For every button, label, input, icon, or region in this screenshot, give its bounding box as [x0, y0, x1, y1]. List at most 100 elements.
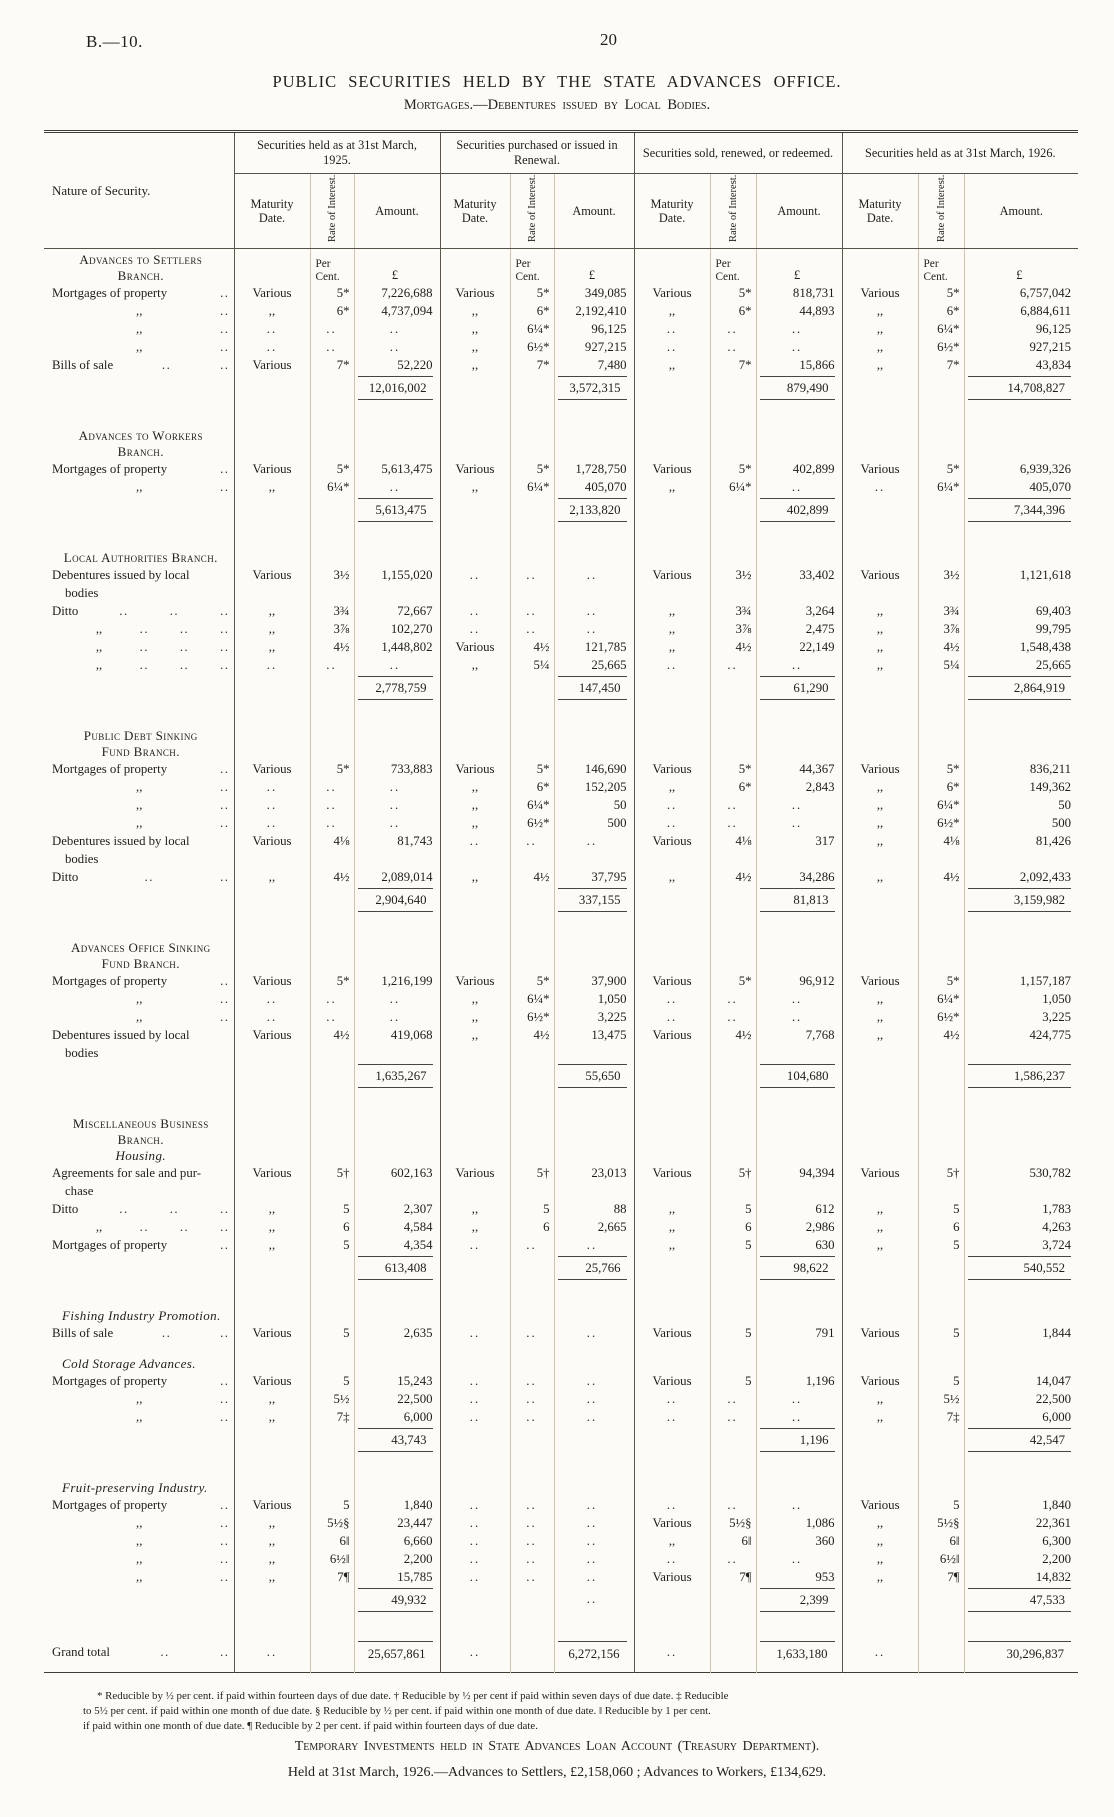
- rate-cell: ..: [309, 796, 354, 814]
- nature-label: [52, 990, 65, 1008]
- amount-cell: 1,548,438: [963, 638, 1079, 656]
- amount-cell: 3,225: [553, 1008, 635, 1026]
- amount-cell: 81,813: [755, 886, 843, 926]
- maturity-cell: ,,: [233, 478, 310, 496]
- amount-cell: [353, 1113, 440, 1164]
- rate-cell: 6‖: [917, 1532, 965, 1550]
- rate-cell: [509, 1254, 554, 1294]
- nature-cell: ,,..: [44, 338, 234, 356]
- amount-cell: [755, 937, 843, 972]
- maturity-cell: [233, 886, 310, 926]
- nature-cell: Mortgages of property..: [44, 972, 234, 990]
- maturity-cell: ,,: [633, 1200, 711, 1218]
- spacer-cell: [633, 1626, 711, 1637]
- rate-cell: 5*: [917, 460, 965, 478]
- rotated-rate-label: Rate of Interest.: [935, 174, 947, 242]
- rotated-rate-label: Rate of Interest.: [727, 174, 739, 242]
- rate-cell: 5*: [917, 760, 965, 778]
- rate-cell: [709, 937, 757, 972]
- amount-cell: 33,402: [755, 566, 843, 602]
- maturity-cell: Various: [841, 1164, 919, 1200]
- per-cent-unit-label: Per Cent.: [715, 258, 740, 283]
- table-row: ,,......,, 6 4,584,, 6 2,665,, 6 2,986,, 6 4,263: [44, 1218, 1079, 1236]
- amount-cell: 44,893: [755, 302, 843, 320]
- rate-cell: 7¶: [917, 1568, 965, 1586]
- spacer-cell: [553, 1626, 635, 1637]
- amount-cell: 98,622: [755, 1254, 843, 1294]
- section-spacer-row: [44, 1626, 1079, 1637]
- rate-cell: [709, 1426, 757, 1466]
- section-heading-row: Miscellaneous Business Branch. Housing.: [44, 1113, 1079, 1164]
- per-cent-unit-label: Per Cent.: [923, 258, 948, 283]
- rate-cell: ..: [509, 1514, 554, 1532]
- nature-cell: ,,......: [44, 656, 234, 674]
- spacer-cell: [709, 1342, 757, 1353]
- rate-cell: 4½: [917, 1026, 965, 1062]
- amount-cell: [755, 1305, 843, 1324]
- spacer-cell: [633, 1102, 711, 1113]
- spacer-cell: [963, 1626, 1079, 1637]
- maturity-cell: Various: [233, 972, 310, 990]
- table-section: Public Debt Sinking Fund Branch. Mortgages…: [44, 725, 1079, 937]
- subtotal-amount: 540,552: [967, 1256, 1072, 1280]
- maturity-cell: Various: [841, 760, 919, 778]
- table-row: ,,..,, 6½‖ 2,200............,, 6½‖ 2,200: [44, 1550, 1079, 1568]
- rate-cell: [709, 1586, 757, 1626]
- rate-cell: ..: [509, 1324, 554, 1342]
- table-row: Debentures issued by local bodies Various…: [44, 1026, 1079, 1062]
- rate-cell: 5: [917, 1324, 965, 1342]
- amount-cell: ..: [553, 620, 635, 638]
- nature-label: Ditto: [52, 870, 79, 884]
- maturity-cell: ,,: [841, 638, 919, 656]
- grand-total-amount: 30,296,837: [967, 1641, 1072, 1663]
- amount-cell: [553, 1113, 635, 1164]
- rate-cell: ..: [709, 338, 757, 356]
- maturity-cell: [841, 547, 919, 566]
- rate-cell: 6*: [309, 302, 354, 320]
- rate-cell: 6¼*: [709, 478, 757, 496]
- amount-cell: [963, 1353, 1079, 1372]
- spacer-cell: [709, 1294, 757, 1305]
- amount-cell: ..: [553, 832, 635, 868]
- maturity-cell: ..: [439, 1372, 510, 1390]
- amount-cell: [553, 1477, 635, 1496]
- rate-cell: 7*: [309, 356, 354, 374]
- amount-cell: 879,490: [755, 374, 843, 414]
- rate-cell: ..: [309, 778, 354, 796]
- maturity-cell: [233, 1586, 310, 1626]
- spacer-cell: [709, 926, 757, 937]
- nature-label: [52, 478, 65, 496]
- maturity-cell: [633, 1305, 711, 1324]
- spacer-cell: [841, 714, 919, 725]
- leader-dots: ..: [139, 622, 150, 636]
- spacer-cell: [353, 1294, 440, 1305]
- amount-cell: ..: [755, 1550, 843, 1568]
- amount-cell: 104,680: [755, 1062, 843, 1102]
- nature-label: Bills of sale: [52, 1326, 114, 1340]
- nature-label: Ditto: [52, 1202, 79, 1216]
- maturity-cell: ,,: [439, 1200, 510, 1218]
- spacer-cell: [917, 926, 965, 937]
- amount-cell: 1,635,267: [353, 1062, 440, 1102]
- column-group-header: Securities held as at 31st March, 1926.: [841, 131, 1079, 174]
- amount-cell: 4,737,094: [353, 302, 440, 320]
- rate-cell: 5¼: [917, 656, 965, 674]
- leader-dots: ..: [179, 622, 190, 636]
- leader-dots: ..: [220, 798, 230, 812]
- grand-total-section: Grand total...... 25,657,861.. 6,272,156..…: [44, 1637, 1079, 1673]
- maturity-cell: ,,: [841, 1218, 919, 1236]
- amount-cell: 50: [963, 796, 1079, 814]
- maturity-cell: Various: [233, 460, 310, 478]
- rate-cell: 5: [309, 1496, 354, 1514]
- maturity-cell: ..: [633, 990, 711, 1008]
- maturity-cell: [633, 1062, 711, 1102]
- rate-cell: [709, 1477, 757, 1496]
- amount-cell: 3,159,982: [963, 886, 1079, 926]
- spacer-cell: [917, 414, 965, 425]
- nature-cell: Agreements for sale and pur- chase: [44, 1164, 234, 1200]
- maturity-cell: ,,: [233, 1218, 310, 1236]
- amount-cell: 12,016,002: [353, 374, 440, 414]
- maturity-cell: Various: [841, 1496, 919, 1514]
- grand-total-amount: 1,633,180: [759, 1641, 835, 1663]
- rate-cell: 5†: [917, 1164, 965, 1200]
